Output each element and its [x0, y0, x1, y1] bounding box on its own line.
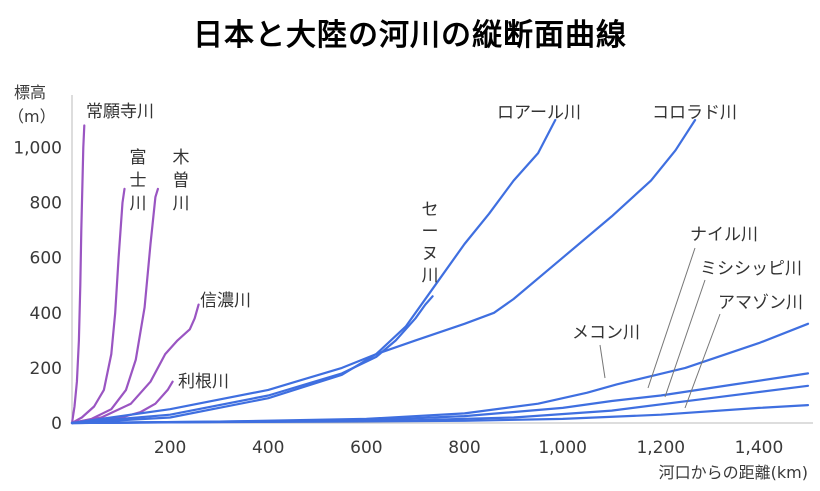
series-label: ロアール川 — [497, 103, 581, 123]
series-line-3 — [70, 187, 159, 425]
series-label-char: セ — [422, 200, 439, 220]
series-line-6 — [70, 295, 434, 425]
series-line-1 — [70, 124, 86, 425]
series-label-char: ー — [422, 222, 439, 242]
series-line-2 — [70, 187, 126, 425]
y-tick-label: 1,000 — [13, 139, 62, 159]
x-tick-label: 200 — [154, 438, 186, 458]
series-label-char: 川 — [130, 194, 147, 214]
y-tick-label: 800 — [30, 194, 62, 214]
x-tick-label: 600 — [350, 438, 382, 458]
series-label-char: 川 — [422, 266, 439, 286]
leader-line — [647, 247, 696, 389]
series-label: 常願寺川 — [86, 102, 154, 122]
series-label-char: 川 — [173, 194, 190, 214]
x-tick-label: 800 — [448, 438, 480, 458]
x-axis-title: 河口からの距離(km) — [659, 463, 808, 482]
y-tick-label: 0 — [51, 414, 62, 434]
series-label-char: 富 — [130, 148, 147, 168]
leader-line — [684, 313, 721, 409]
x-tick-label: 1,000 — [538, 438, 587, 458]
y-tick-label: 400 — [30, 304, 62, 324]
series-line-12 — [70, 404, 810, 425]
series-label: アマゾン川 — [718, 293, 803, 313]
y-tick-label: 600 — [30, 249, 62, 269]
x-tick-label: 1,400 — [735, 438, 784, 458]
y-tick-label: 200 — [30, 359, 62, 379]
series-line-8 — [70, 118, 697, 425]
x-tick-label: 1,200 — [636, 438, 685, 458]
series-label-char: 曽 — [173, 171, 190, 191]
series-label-char: 木 — [173, 148, 190, 168]
series-label: メコン川 — [572, 323, 640, 343]
leader-line — [599, 344, 606, 379]
x-tick-label: 400 — [252, 438, 284, 458]
series-label-char: ヌ — [422, 244, 439, 264]
series-label: ナイル川 — [690, 225, 758, 245]
series-line-4 — [70, 303, 200, 425]
y-axis-unit: （m） — [8, 107, 56, 126]
series-label: 信濃川 — [200, 291, 251, 311]
leader-line — [664, 279, 706, 398]
series-line-7 — [70, 118, 557, 425]
series-label: ミシシッピ川 — [700, 259, 802, 279]
series-label-char: 士 — [130, 171, 147, 191]
series-label: 利根川 — [178, 372, 229, 392]
chart-title: 日本と大陸の河川の縦断面曲線 — [193, 18, 627, 53]
series-label: コロラド川 — [652, 103, 737, 123]
y-axis-title: 標高 — [14, 83, 46, 102]
